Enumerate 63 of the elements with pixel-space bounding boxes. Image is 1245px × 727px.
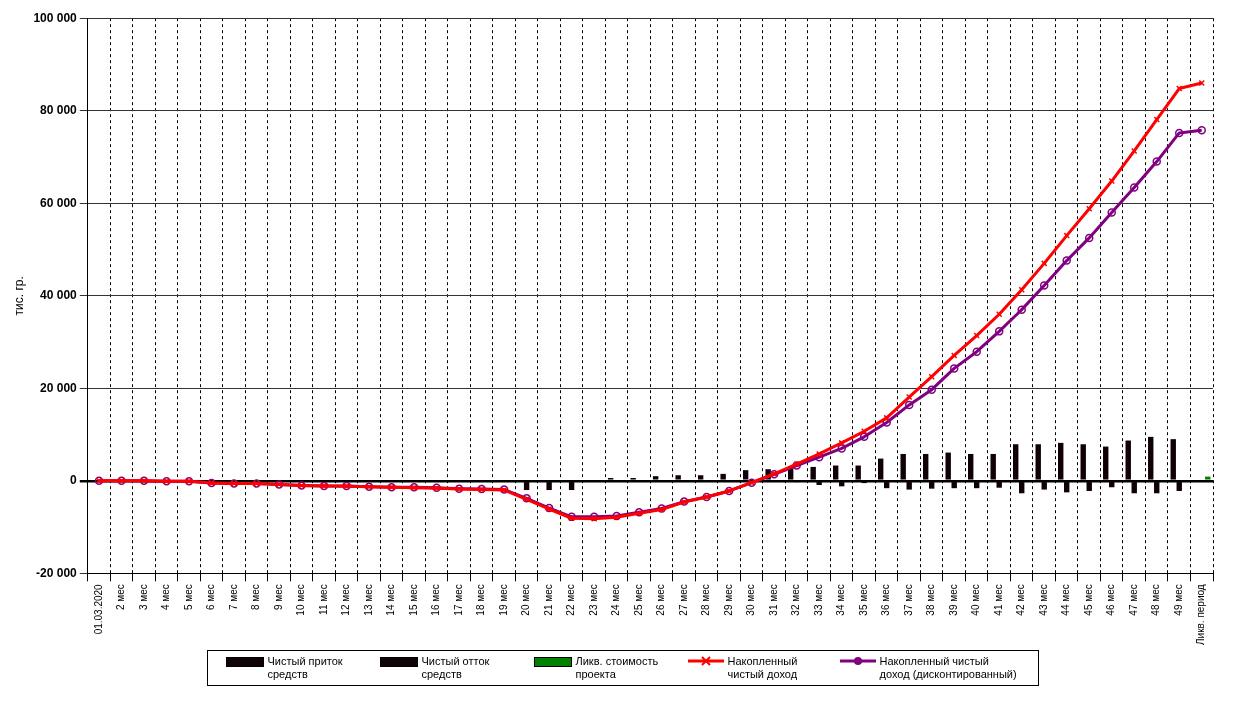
x-tick-label: 25 мес (632, 584, 644, 616)
legend-label: Чистый отток средств (421, 655, 491, 681)
y-axis-title: тис. гр. (11, 276, 26, 316)
x-tick-label: 36 мес (880, 584, 892, 616)
y-tick-label: 0 (70, 473, 78, 488)
legend-label: Накопленный чистый доход (дисконтированный) (879, 655, 1018, 681)
x-tick-label: 34 мес (835, 584, 847, 616)
x-tick-label: 4 мес (160, 584, 172, 611)
x-tick-label: 37 мес (902, 584, 914, 616)
x-tick-label: 15 мес (407, 584, 419, 616)
x-tick-label: 14 мес (385, 584, 397, 616)
x-tick-label: 17 мес (452, 584, 464, 616)
x-tick-label: 41 мес (992, 584, 1004, 616)
x-tick-label: 11 мес (317, 584, 329, 615)
x-tick-label: 8 мес (250, 584, 262, 611)
y-tick-label: 100 000 (33, 10, 78, 25)
x-tick-label: 16 мес (430, 584, 442, 616)
x-tick-label: 43 мес (1037, 584, 1049, 616)
x-tick-label: 20 мес (520, 584, 532, 616)
y-tick-label: 80 000 (40, 103, 78, 118)
x-tick-label: 12 мес (340, 584, 352, 616)
x-tick-label: 2 мес (115, 584, 127, 611)
x-tick-label: 49 мес (1172, 584, 1184, 616)
x-tick-label: 32 мес (790, 584, 802, 616)
legend-label: Ликв. стоимость проекта (575, 655, 660, 681)
x-tick-label: 39 мес (947, 584, 959, 616)
x-tick-label: 26 мес (655, 584, 667, 616)
x-tick-label: 5 мес (182, 584, 194, 611)
legend-label: Накопленный чистый доход (727, 655, 799, 681)
x-tick-label: 7 мес (227, 584, 239, 611)
x-tick-label: Ликв. период (1195, 584, 1207, 646)
x-tick-label: 21 мес (542, 584, 554, 616)
x-tick-label: 13 мес (362, 584, 374, 616)
x-tick-label: 38 мес (925, 584, 937, 616)
x-tick-label: 27 мес (677, 584, 689, 616)
x-tick-label: 35 мес (857, 584, 869, 616)
x-tick-label: 42 мес (1015, 584, 1027, 616)
x-tick-label: 10 мес (295, 584, 307, 616)
x-tick-label: 31 мес (767, 584, 779, 616)
legend-label: Чистый приток средств (267, 655, 344, 681)
x-tick-label: 28 мес (700, 584, 712, 616)
x-tick-label: 44 мес (1060, 584, 1072, 616)
x-tick-label: 48 мес (1150, 584, 1162, 616)
x-tick-label: 29 мес (722, 584, 734, 616)
x-tick-label: 45 мес (1082, 584, 1094, 616)
y-tick-label: -20 000 (36, 565, 78, 580)
y-tick-label: 20 000 (40, 380, 78, 395)
x-tick-label: 33 мес (812, 584, 824, 616)
x-tick-label: 24 мес (610, 584, 622, 616)
x-tick-label: 23 мес (587, 584, 599, 616)
y-tick-label: 40 000 (40, 288, 78, 303)
x-tick-label: 01.03.2020 (92, 583, 104, 635)
x-tick-label: 30 мес (745, 584, 757, 616)
x-tick-label: 19 мес (497, 584, 509, 616)
x-tick-label: 40 мес (970, 584, 982, 616)
x-tick-label: 22 мес (565, 584, 577, 616)
x-tick-label: 3 мес (137, 584, 149, 611)
x-tick-label: 6 мес (205, 584, 217, 611)
x-tick-label: 47 мес (1127, 584, 1139, 616)
y-tick-label: 60 000 (40, 195, 78, 210)
x-tick-label: 46 мес (1105, 584, 1117, 616)
x-tick-label: 9 мес (272, 584, 284, 611)
x-tick-label: 18 мес (475, 584, 487, 616)
